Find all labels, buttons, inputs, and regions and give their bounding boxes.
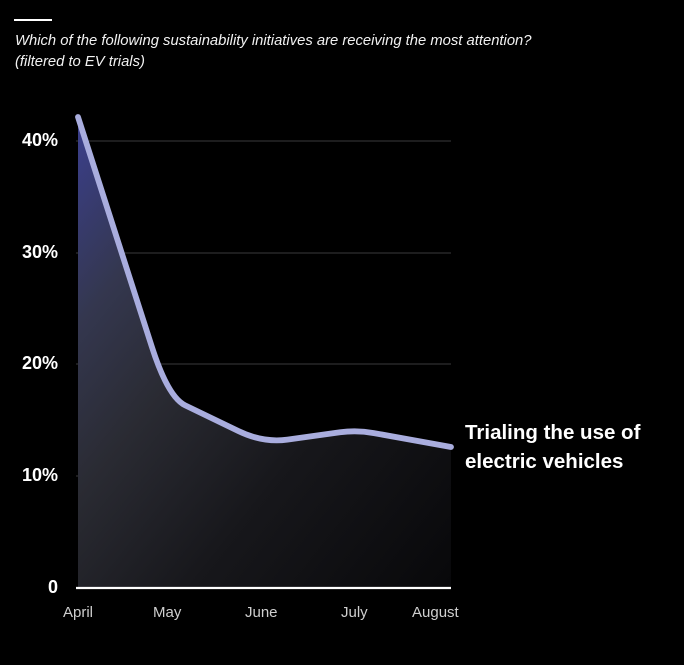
svg-text:20%: 20%: [22, 353, 58, 373]
svg-text:10%: 10%: [22, 465, 58, 485]
svg-text:June: June: [245, 604, 278, 621]
svg-text:40%: 40%: [22, 130, 58, 150]
svg-text:May: May: [153, 604, 182, 621]
svg-text:August: August: [412, 604, 460, 621]
svg-text:Trialing the use of: Trialing the use of: [465, 421, 641, 444]
svg-text:July: July: [341, 604, 368, 621]
svg-text:electric vehicles: electric vehicles: [465, 450, 623, 473]
svg-text:30%: 30%: [22, 242, 58, 262]
svg-text:0: 0: [48, 577, 58, 597]
svg-text:April: April: [63, 604, 93, 621]
